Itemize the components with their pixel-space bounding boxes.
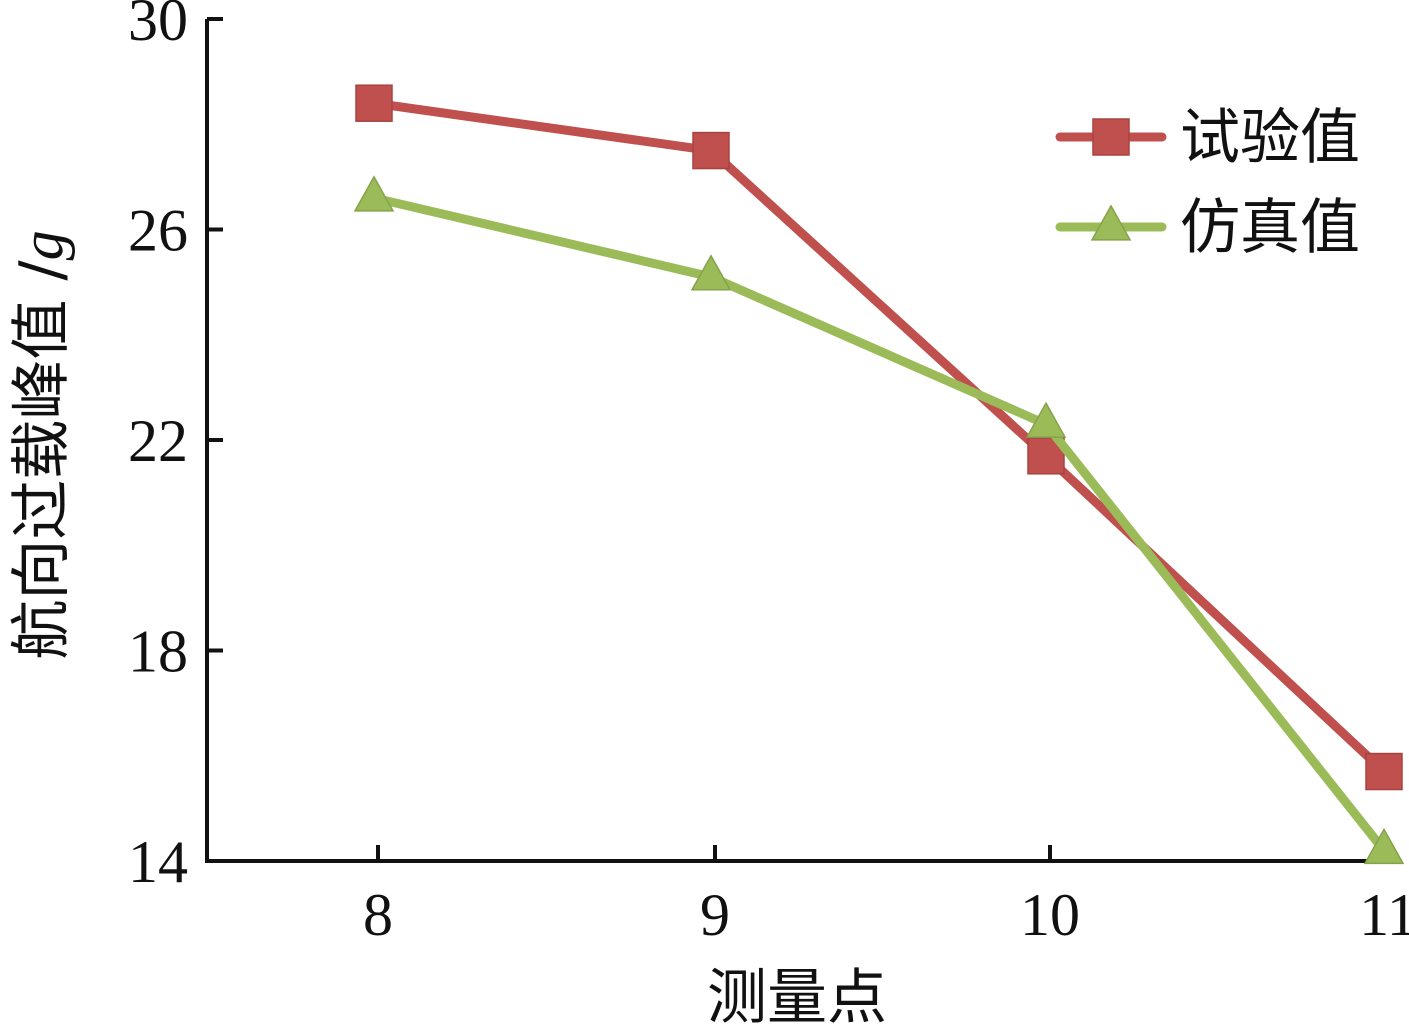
y-tick-label: 26 xyxy=(128,198,188,264)
y-tick-label: 14 xyxy=(128,829,188,895)
series-layer xyxy=(353,84,1405,865)
data-point xyxy=(353,175,395,212)
series-line xyxy=(369,98,1389,777)
data-point xyxy=(690,254,732,291)
legend-label: 仿真值 xyxy=(1180,193,1360,263)
y-tick-label: 18 xyxy=(128,619,188,685)
x-tick-label: 8 xyxy=(363,882,393,948)
data-point xyxy=(692,131,730,170)
y-ticks: 14 18 22 26 30 xyxy=(128,0,223,895)
data-point xyxy=(1025,401,1067,438)
legend-item: 试验值 xyxy=(1055,103,1360,173)
x-tick-label: 9 xyxy=(700,882,730,948)
x-axis-title: 测量点 xyxy=(707,963,887,1030)
series-simulation xyxy=(353,175,1405,865)
y-axis-title: 航向过载峰值 /g xyxy=(7,230,77,659)
data-point xyxy=(1365,752,1403,791)
x-tick-label: 11 xyxy=(1359,882,1409,948)
x-ticks: 8 9 10 11 xyxy=(363,845,1409,948)
y-axis-title-unit: g xyxy=(9,230,75,260)
legend-swatch-marker xyxy=(1090,204,1132,241)
y-axis-title-main: 航向过载峰值 / xyxy=(7,260,77,660)
series-test xyxy=(355,84,1403,791)
legend-label: 试验值 xyxy=(1180,103,1360,173)
legend-swatch-marker xyxy=(1092,118,1130,156)
y-tick-label: 22 xyxy=(128,408,188,474)
legend-item: 仿真值 xyxy=(1055,193,1360,263)
x-tick-label: 10 xyxy=(1020,882,1080,948)
data-point xyxy=(355,84,393,122)
series-line xyxy=(369,193,1389,855)
data-point xyxy=(1363,827,1405,865)
y-tick-label: 30 xyxy=(128,0,188,53)
